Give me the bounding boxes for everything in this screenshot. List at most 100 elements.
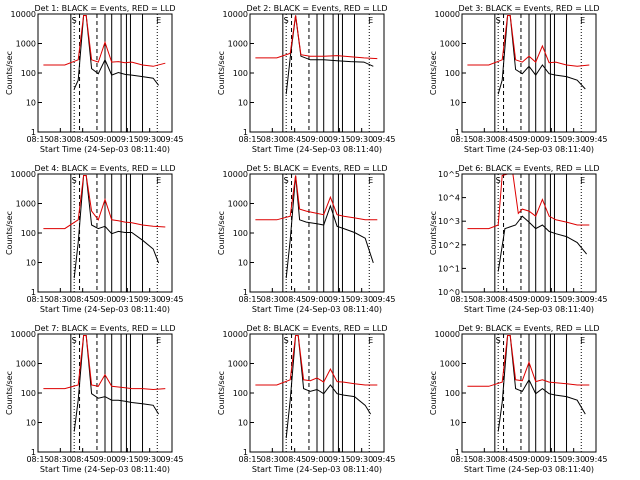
end-marker: E (368, 16, 373, 25)
x-tick-label: 09:15 (540, 295, 563, 304)
series-lld (255, 15, 378, 60)
end-marker: E (580, 336, 585, 345)
x-tick-label: 09:45 (160, 455, 183, 464)
y-tick-label: 10^0 (438, 288, 460, 297)
y-tick-label: 1 (31, 288, 36, 297)
y-tick-label: 10^3 (438, 217, 460, 226)
x-tick-label: 09:00 (305, 455, 328, 464)
y-axis-label: Counts/sec (5, 211, 14, 255)
end-marker: E (580, 176, 585, 185)
panel-det-8: Det 8: BLACK = Events, RED = LLD S E 1 10 100… (217, 324, 396, 474)
x-tick-label: 08:30 (49, 135, 72, 144)
y-tick-label: 100 (21, 69, 36, 78)
x-tick-label: 09:00 (517, 135, 540, 144)
x-tick-label: 09:45 (584, 135, 607, 144)
x-tick-label: 08:45 (71, 135, 94, 144)
y-tick-label: 10 (238, 419, 248, 428)
x-tick-label: 09:30 (138, 295, 161, 304)
panel-title: Det 8: BLACK = Events, RED = LLD (247, 324, 388, 333)
x-tick-label: 08:45 (283, 455, 306, 464)
series-events (285, 335, 372, 439)
y-tick-label: 10^1 (438, 264, 460, 273)
end-marker: E (368, 176, 373, 185)
panel-det-1: Det 1: BLACK = Events, RED = LLD S E 1 10 100… (5, 4, 184, 154)
x-tick-label: 09:15 (116, 455, 139, 464)
y-tick-label: 10000 (223, 10, 248, 19)
x-axis-label: Start Time (24-Sep-03 08:11:40) (464, 465, 594, 474)
end-marker: E (580, 16, 585, 25)
x-axis-label: Start Time (24-Sep-03 08:11:40) (40, 145, 170, 154)
x-tick-label: 08:15 (238, 135, 261, 144)
panel-title: Det 6: BLACK = Events, RED = LLD (459, 164, 600, 173)
series-events (285, 15, 374, 95)
y-tick-label: 100 (445, 389, 460, 398)
x-tick-label: 08:30 (473, 295, 496, 304)
y-tick-label: 10 (238, 99, 248, 108)
x-tick-label: 08:45 (71, 295, 94, 304)
series-events (497, 335, 586, 432)
y-tick-label: 100 (233, 69, 248, 78)
y-tick-label: 10000 (11, 170, 36, 179)
y-tick-label: 1 (31, 128, 36, 137)
x-tick-label: 09:30 (562, 295, 585, 304)
y-tick-label: 1 (31, 448, 36, 457)
x-tick-label: 08:30 (261, 295, 284, 304)
series-events (497, 215, 587, 272)
series-events (73, 175, 160, 279)
x-tick-label: 09:15 (328, 455, 351, 464)
x-tick-label: 09:15 (328, 295, 351, 304)
end-marker: E (368, 336, 373, 345)
x-tick-label: 09:45 (372, 295, 395, 304)
x-tick-label: 09:30 (562, 455, 585, 464)
panel-title: Det 7: BLACK = Events, RED = LLD (35, 324, 176, 333)
x-tick-label: 09:15 (116, 295, 139, 304)
series-lld (43, 15, 166, 67)
x-tick-label: 09:15 (116, 135, 139, 144)
x-tick-label: 09:45 (584, 295, 607, 304)
x-tick-label: 08:45 (283, 295, 306, 304)
panel-title: Det 3: BLACK = Events, RED = LLD (459, 4, 600, 13)
y-axis-label: Counts/sec (217, 371, 226, 415)
peak-marker: S (496, 176, 501, 185)
x-tick-label: 08:45 (495, 295, 518, 304)
x-axis-label: Start Time (24-Sep-03 08:11:40) (252, 465, 382, 474)
x-tick-label: 08:30 (261, 455, 284, 464)
y-tick-label: 1 (243, 288, 248, 297)
y-tick-label: 1000 (16, 360, 36, 369)
end-marker: E (156, 16, 161, 25)
x-tick-label: 09:30 (138, 135, 161, 144)
y-tick-label: 1 (455, 128, 460, 137)
x-tick-label: 09:30 (350, 455, 373, 464)
end-marker: E (156, 336, 161, 345)
x-tick-label: 08:30 (49, 295, 72, 304)
y-tick-label: 10000 (11, 330, 36, 339)
x-tick-label: 08:15 (26, 455, 49, 464)
x-tick-label: 08:45 (71, 455, 94, 464)
panel-title: Det 4: BLACK = Events, RED = LLD (35, 164, 176, 173)
y-tick-label: 10 (26, 99, 36, 108)
y-tick-label: 100 (233, 229, 248, 238)
series-events (73, 335, 160, 432)
x-tick-label: 09:30 (562, 135, 585, 144)
y-tick-label: 10 (238, 259, 248, 268)
peak-marker: S (72, 336, 77, 345)
peak-marker: S (72, 16, 77, 25)
y-axis-label: Counts/sec (217, 51, 226, 95)
x-tick-label: 08:30 (473, 455, 496, 464)
series-lld (467, 15, 590, 67)
x-tick-label: 08:15 (238, 455, 261, 464)
panel-det-7: Det 7: BLACK = Events, RED = LLD S E 1 10 100… (5, 324, 184, 474)
x-tick-label: 09:00 (305, 295, 328, 304)
y-tick-label: 1000 (440, 360, 460, 369)
x-axis-label: Start Time (24-Sep-03 08:11:40) (252, 305, 382, 314)
panel-det-6: Det 6: BLACK = Events, RED = LLD S E 10^0 10… (429, 164, 608, 314)
panel-title: Det 5: BLACK = Events, RED = LLD (247, 164, 388, 173)
x-axis-label: Start Time (24-Sep-03 08:11:40) (252, 145, 382, 154)
y-axis-label: Counts/sec (5, 51, 14, 95)
peak-marker: S (496, 16, 501, 25)
series-lld (467, 173, 590, 230)
y-axis-label: Counts/sec (217, 211, 226, 255)
x-tick-label: 09:00 (93, 455, 116, 464)
peak-marker: S (284, 16, 289, 25)
